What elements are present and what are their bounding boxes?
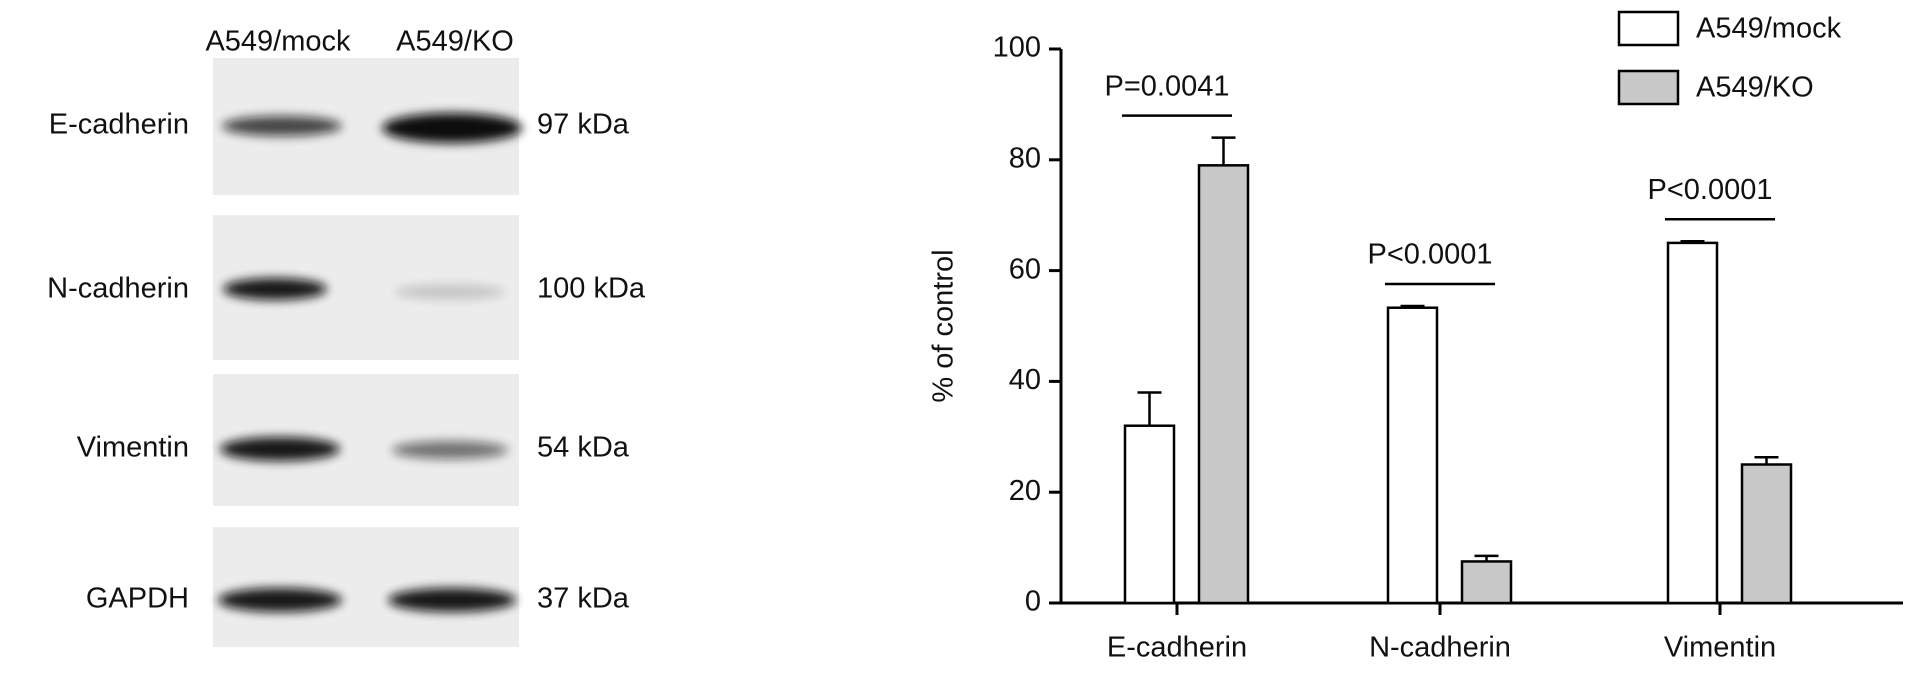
p-value: P<0.0001 xyxy=(1368,239,1493,271)
y-axis-label: % of control xyxy=(928,249,960,402)
error-bar xyxy=(1137,391,1162,426)
band xyxy=(220,437,340,461)
y-tick-label: 0 xyxy=(1025,586,1041,618)
size-label: 37 kDa xyxy=(537,583,630,615)
error-bar xyxy=(1754,456,1779,465)
legend-label: A549/mock xyxy=(1696,13,1842,45)
legend-swatch xyxy=(1617,69,1680,106)
band xyxy=(218,588,342,612)
error-bar xyxy=(1680,239,1705,243)
p-value: P=0.0041 xyxy=(1105,70,1230,102)
band xyxy=(388,588,516,612)
band xyxy=(382,113,522,143)
western-blot: A549/mock A549/KO xyxy=(205,26,522,647)
blot-panel xyxy=(213,527,519,647)
legend-swatch xyxy=(1617,10,1680,47)
bar xyxy=(1740,463,1793,605)
protein-label: GAPDH xyxy=(86,583,189,615)
size-label: 100 kDa xyxy=(537,273,646,305)
protein-label: Vimentin xyxy=(77,432,189,464)
p-value: P<0.0001 xyxy=(1648,174,1773,206)
bar xyxy=(1123,424,1176,605)
error-bar xyxy=(1400,304,1425,308)
band xyxy=(222,116,342,136)
size-label: 54 kDa xyxy=(537,432,630,464)
lane-label: A549/KO xyxy=(396,26,514,58)
y-tick-label: 80 xyxy=(1009,142,1041,174)
bar xyxy=(1197,164,1250,605)
size-label: 97 kDa xyxy=(537,109,630,141)
error-bar xyxy=(1474,554,1499,562)
y-tick-label: 100 xyxy=(993,32,1041,64)
lane-label: A549/mock xyxy=(205,26,351,58)
error-bar xyxy=(1211,136,1236,166)
band xyxy=(392,441,508,459)
y-tick-label: 60 xyxy=(1009,253,1041,285)
bar xyxy=(1386,306,1439,605)
bar xyxy=(1460,560,1513,605)
protein-label: E-cadherin xyxy=(49,109,189,141)
x-tick-label: Vimentin xyxy=(1664,632,1776,664)
y-tick-label: 20 xyxy=(1009,475,1041,507)
band xyxy=(223,278,327,300)
x-tick-label: E-cadherin xyxy=(1107,632,1247,664)
bar xyxy=(1666,241,1719,605)
y-tick-label: 40 xyxy=(1009,364,1041,396)
legend-label: A549/KO xyxy=(1696,72,1814,104)
band xyxy=(395,285,505,299)
x-tick-label: N-cadherin xyxy=(1369,632,1511,664)
protein-label: N-cadherin xyxy=(47,273,189,305)
